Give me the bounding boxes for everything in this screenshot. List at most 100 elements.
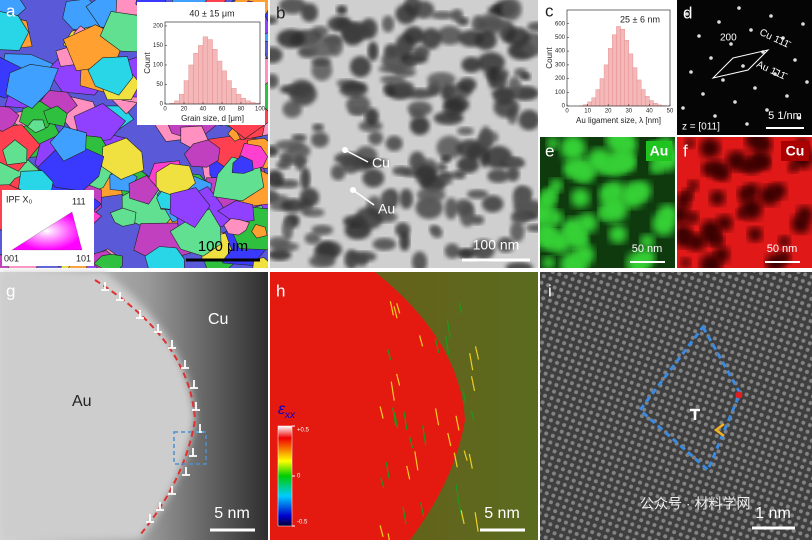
ligament — [281, 198, 306, 213]
x-tick-label: 80 — [238, 107, 245, 113]
cu-poor — [699, 137, 721, 159]
au-rich — [560, 137, 586, 161]
streak — [403, 411, 408, 430]
zone-axis: z = [011] — [682, 122, 720, 133]
histogram-bar — [620, 29, 625, 107]
cu-poor — [742, 157, 760, 175]
grain — [87, 56, 134, 96]
ipf-triangle — [12, 212, 82, 250]
strain-region — [270, 272, 465, 540]
ligament — [270, 236, 290, 250]
panel-i — [540, 272, 812, 540]
ligament — [403, 26, 425, 45]
cu-poor — [682, 188, 694, 200]
ligament — [328, 35, 343, 57]
ligament — [312, 123, 324, 132]
scale-label: 50 nm — [767, 243, 798, 255]
panel-label: i — [548, 281, 552, 300]
ligament — [471, 239, 495, 260]
histogram-bar — [645, 96, 650, 107]
grain — [2, 139, 28, 166]
grain — [0, 11, 29, 51]
dislocation — [189, 448, 197, 457]
ligament — [354, 207, 384, 230]
streak — [474, 512, 479, 532]
histogram-bar — [608, 48, 613, 107]
plot-frame — [566, 9, 671, 107]
ligament — [270, 15, 278, 25]
ligament — [274, 139, 305, 151]
panel-label: g — [6, 281, 15, 300]
y-tick-label: 200 — [153, 23, 164, 29]
histogram-bar — [636, 79, 642, 107]
ligament — [378, 64, 407, 74]
histogram-bar — [174, 100, 180, 105]
ligament — [336, 5, 348, 16]
ligament — [451, 8, 464, 22]
panel-label: a — [6, 1, 16, 20]
element-label: Au — [650, 143, 669, 159]
dislocation — [136, 310, 144, 319]
ligament — [427, 72, 456, 87]
streak — [470, 410, 475, 422]
spot — [737, 6, 741, 10]
streak — [379, 525, 384, 537]
ligament — [415, 164, 437, 187]
spot — [681, 106, 685, 110]
spot — [701, 92, 705, 96]
ligament — [399, 188, 414, 209]
histogram-bar — [183, 80, 189, 105]
grain — [101, 137, 145, 180]
cu-poor — [713, 246, 730, 263]
cu-poor — [677, 224, 693, 243]
ligament — [291, 133, 307, 143]
y-tick-label: 200 — [555, 76, 566, 82]
cu-poor — [791, 214, 811, 234]
burgers-circuit — [637, 324, 742, 473]
histogram-bar — [240, 97, 246, 105]
spot — [689, 70, 693, 74]
y-tick-label: 600 — [555, 21, 566, 27]
dislocation — [182, 467, 190, 476]
streak — [393, 306, 398, 319]
grain — [251, 223, 268, 239]
au-rich — [561, 217, 586, 242]
ligament — [358, 120, 383, 132]
au-rich — [603, 155, 625, 177]
ligament — [471, 15, 485, 33]
x-tick-label: 40 — [646, 109, 653, 115]
streak — [446, 319, 451, 339]
histogram-bar — [591, 97, 597, 107]
grain — [144, 246, 185, 268]
ligament — [311, 57, 332, 67]
streak — [390, 381, 395, 401]
streak — [455, 415, 460, 431]
histogram-bar — [245, 100, 251, 105]
y-tick-label: 0 — [160, 102, 164, 108]
x-tick-label: 50 — [667, 109, 674, 115]
x-tick-label: 40 — [200, 107, 207, 113]
ligament — [412, 0, 435, 19]
grain — [43, 105, 68, 127]
y-axis-label: Count — [545, 47, 554, 69]
au-rich — [546, 137, 559, 150]
ligament — [437, 25, 463, 45]
dislocation — [690, 408, 700, 420]
streak — [463, 450, 468, 461]
ligament — [456, 156, 480, 174]
ligament — [477, 52, 505, 73]
ligament — [310, 131, 329, 148]
spot — [729, 42, 733, 46]
ligament — [470, 215, 485, 225]
streak — [408, 436, 414, 449]
au-rich — [631, 180, 652, 202]
dislocation — [154, 324, 162, 333]
ligament — [527, 21, 538, 32]
leader — [352, 189, 375, 206]
ligament — [480, 125, 492, 150]
ligament — [457, 126, 474, 136]
ligament — [487, 169, 510, 183]
au-rich — [608, 225, 628, 244]
ligament — [496, 237, 515, 253]
cu-poor — [755, 137, 773, 153]
